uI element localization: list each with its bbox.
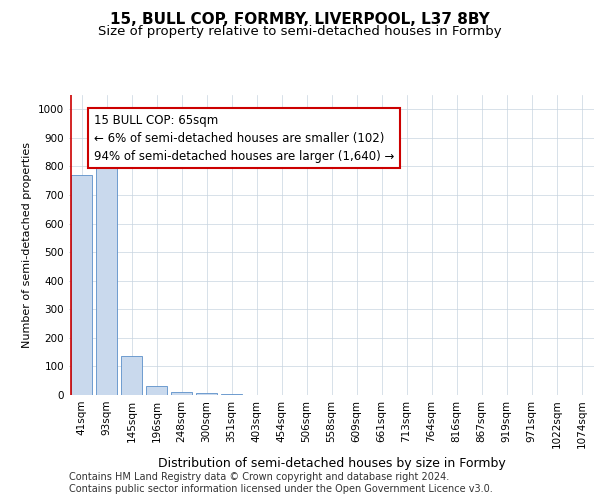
Bar bbox=[96, 166, 117, 395]
Bar bbox=[171, 392, 192, 395]
Text: Contains public sector information licensed under the Open Government Licence v3: Contains public sector information licen… bbox=[69, 484, 493, 494]
Text: Size of property relative to semi-detached houses in Formby: Size of property relative to semi-detach… bbox=[98, 25, 502, 38]
Text: 15 BULL COP: 65sqm
← 6% of semi-detached houses are smaller (102)
94% of semi-de: 15 BULL COP: 65sqm ← 6% of semi-detached… bbox=[94, 114, 394, 162]
Bar bbox=[146, 386, 167, 395]
Text: 15, BULL COP, FORMBY, LIVERPOOL, L37 8BY: 15, BULL COP, FORMBY, LIVERPOOL, L37 8BY bbox=[110, 12, 490, 28]
Y-axis label: Number of semi-detached properties: Number of semi-detached properties bbox=[22, 142, 32, 348]
Bar bbox=[221, 394, 242, 395]
Bar bbox=[121, 356, 142, 395]
Text: Contains HM Land Registry data © Crown copyright and database right 2024.: Contains HM Land Registry data © Crown c… bbox=[69, 472, 449, 482]
Bar bbox=[196, 393, 217, 395]
X-axis label: Distribution of semi-detached houses by size in Formby: Distribution of semi-detached houses by … bbox=[158, 457, 505, 470]
Bar bbox=[71, 175, 92, 395]
